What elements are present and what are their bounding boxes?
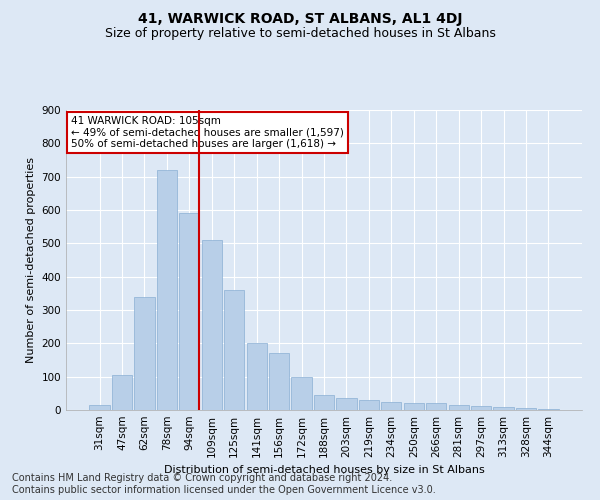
Bar [157,170,177,410]
Bar [404,404,424,410]
Bar [471,406,491,410]
Bar [224,290,244,410]
Bar [247,344,267,410]
Bar [112,375,132,410]
Y-axis label: Number of semi-detached properties: Number of semi-detached properties [26,157,36,363]
Bar [179,214,199,410]
Bar [426,404,446,410]
Text: Size of property relative to semi-detached houses in St Albans: Size of property relative to semi-detach… [104,28,496,40]
Bar [89,405,110,410]
Bar [359,400,379,410]
Bar [493,406,514,410]
Bar [449,405,469,410]
Text: Contains HM Land Registry data © Crown copyright and database right 2024.
Contai: Contains HM Land Registry data © Crown c… [12,474,436,495]
Bar [516,408,536,410]
Bar [337,398,356,410]
Bar [314,395,334,410]
Bar [381,402,401,410]
Bar [202,240,222,410]
Bar [538,409,559,410]
Bar [292,376,311,410]
Bar [134,296,155,410]
Text: 41 WARWICK ROAD: 105sqm
← 49% of semi-detached houses are smaller (1,597)
50% of: 41 WARWICK ROAD: 105sqm ← 49% of semi-de… [71,116,344,149]
Text: 41, WARWICK ROAD, ST ALBANS, AL1 4DJ: 41, WARWICK ROAD, ST ALBANS, AL1 4DJ [138,12,462,26]
Bar [269,354,289,410]
X-axis label: Distribution of semi-detached houses by size in St Albans: Distribution of semi-detached houses by … [164,466,484,475]
